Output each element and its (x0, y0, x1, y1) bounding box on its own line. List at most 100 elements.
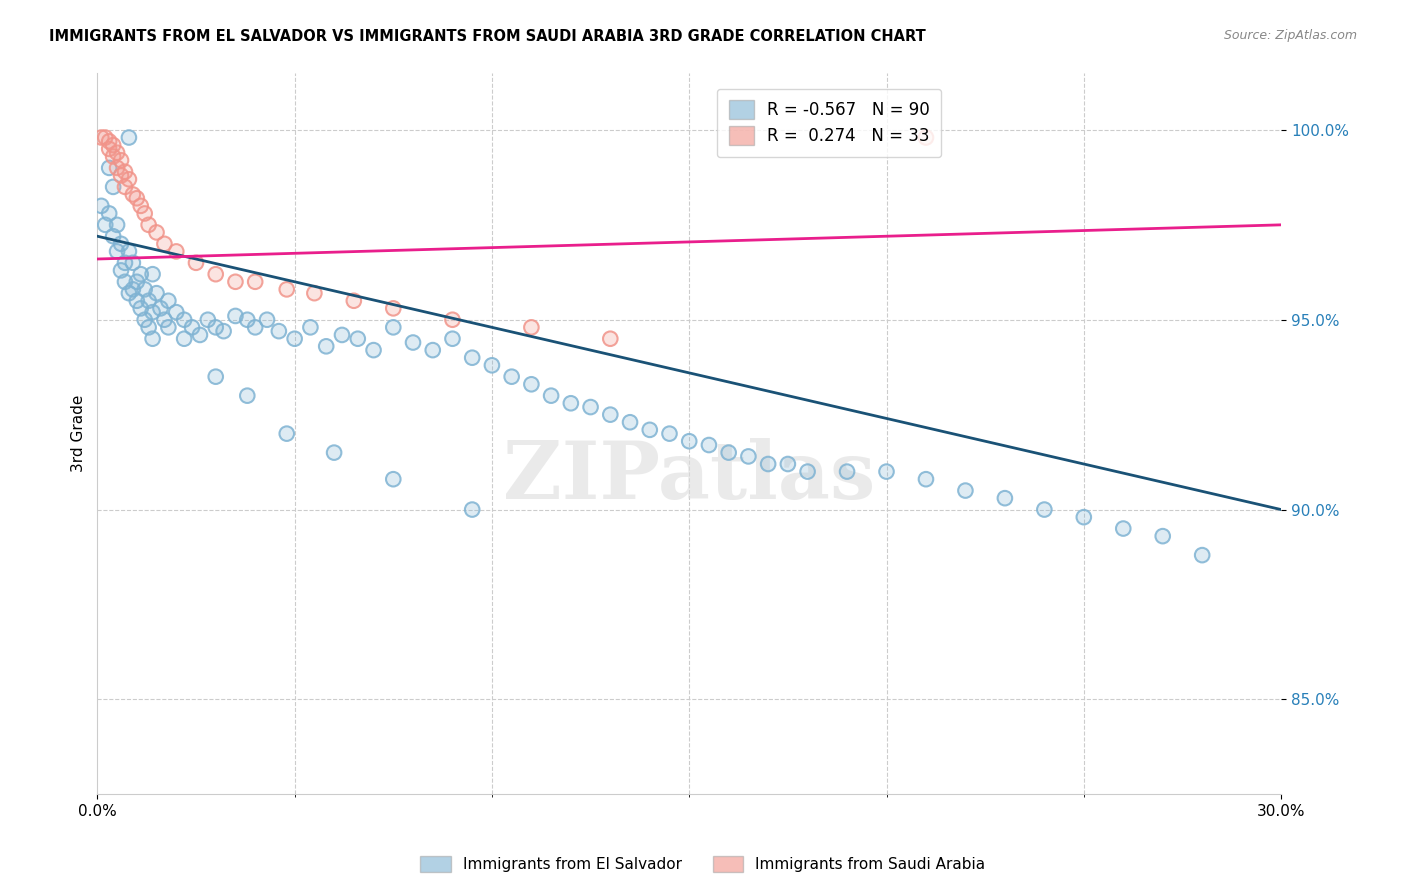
Point (98, 142, 121, 156)
Point (224, 309, 246, 323)
Point (717, 445, 740, 459)
Point (678, 434, 700, 449)
Point (153, 236, 176, 251)
Point (796, 465, 818, 479)
Point (90, 130, 112, 145)
Point (343, 293, 366, 308)
Point (1191, 548, 1213, 562)
Point (105, 161, 128, 175)
Point (520, 377, 543, 392)
Point (90, 199, 112, 213)
Point (134, 282, 156, 296)
Point (181, 320, 204, 334)
Point (323, 445, 346, 459)
Point (114, 164, 136, 178)
Point (276, 282, 298, 296)
Point (1073, 510, 1095, 524)
Point (236, 312, 259, 326)
Point (138, 218, 160, 232)
Point (114, 256, 136, 270)
Point (173, 312, 195, 326)
Point (560, 396, 582, 410)
Point (118, 130, 141, 145)
Point (157, 293, 180, 308)
Point (173, 332, 195, 346)
Point (299, 320, 322, 334)
Text: Source: ZipAtlas.com: Source: ZipAtlas.com (1223, 29, 1357, 42)
Point (184, 256, 207, 270)
Point (98, 142, 121, 156)
Point (188, 327, 211, 342)
Point (114, 164, 136, 178)
Point (658, 426, 681, 441)
Point (1152, 529, 1174, 543)
Point (110, 236, 132, 251)
Point (276, 426, 298, 441)
Point (101, 229, 124, 244)
Point (121, 256, 143, 270)
Point (346, 332, 368, 346)
Point (101, 138, 124, 153)
Point (118, 244, 141, 259)
Point (101, 149, 124, 163)
Point (678, 434, 700, 449)
Point (796, 465, 818, 479)
Point (121, 282, 143, 296)
Point (145, 286, 167, 301)
Point (129, 301, 152, 316)
Point (142, 267, 165, 281)
Point (382, 472, 405, 486)
Point (149, 301, 172, 316)
Point (105, 218, 128, 232)
Point (105, 244, 128, 259)
Text: ZIPatlas: ZIPatlas (503, 438, 876, 516)
Point (125, 275, 148, 289)
Point (876, 465, 898, 479)
Point (915, 472, 938, 486)
Point (422, 343, 444, 358)
Point (101, 179, 124, 194)
Legend: R = -0.567   N = 90, R =  0.274   N = 33: R = -0.567 N = 90, R = 0.274 N = 33 (717, 88, 941, 157)
Point (129, 267, 152, 281)
Point (204, 369, 226, 384)
Point (114, 179, 136, 194)
Point (560, 396, 582, 410)
Point (114, 179, 136, 194)
Point (304, 286, 326, 301)
Point (98, 134, 121, 148)
Point (125, 293, 148, 308)
Point (101, 138, 124, 153)
Point (118, 244, 141, 259)
Point (188, 327, 211, 342)
Point (461, 502, 484, 516)
Point (134, 206, 156, 220)
Point (94, 130, 117, 145)
Point (461, 351, 484, 365)
Point (304, 286, 326, 301)
Point (243, 320, 266, 334)
Point (145, 286, 167, 301)
Point (638, 423, 661, 437)
Point (197, 312, 219, 326)
Point (276, 426, 298, 441)
Point (363, 343, 385, 358)
Point (212, 324, 235, 338)
Legend: Immigrants from El Salvador, Immigrants from Saudi Arabia: Immigrants from El Salvador, Immigrants … (413, 848, 993, 880)
Point (165, 244, 187, 259)
Point (441, 312, 464, 326)
Point (153, 312, 176, 326)
Point (105, 145, 128, 160)
Point (323, 445, 346, 459)
Point (315, 339, 337, 353)
Point (697, 438, 720, 452)
Point (267, 324, 290, 338)
Point (173, 312, 195, 326)
Point (481, 359, 503, 373)
Point (125, 293, 148, 308)
Point (184, 256, 207, 270)
Point (256, 312, 278, 326)
Point (267, 324, 290, 338)
Point (236, 389, 259, 403)
Point (422, 343, 444, 358)
Point (134, 206, 156, 220)
